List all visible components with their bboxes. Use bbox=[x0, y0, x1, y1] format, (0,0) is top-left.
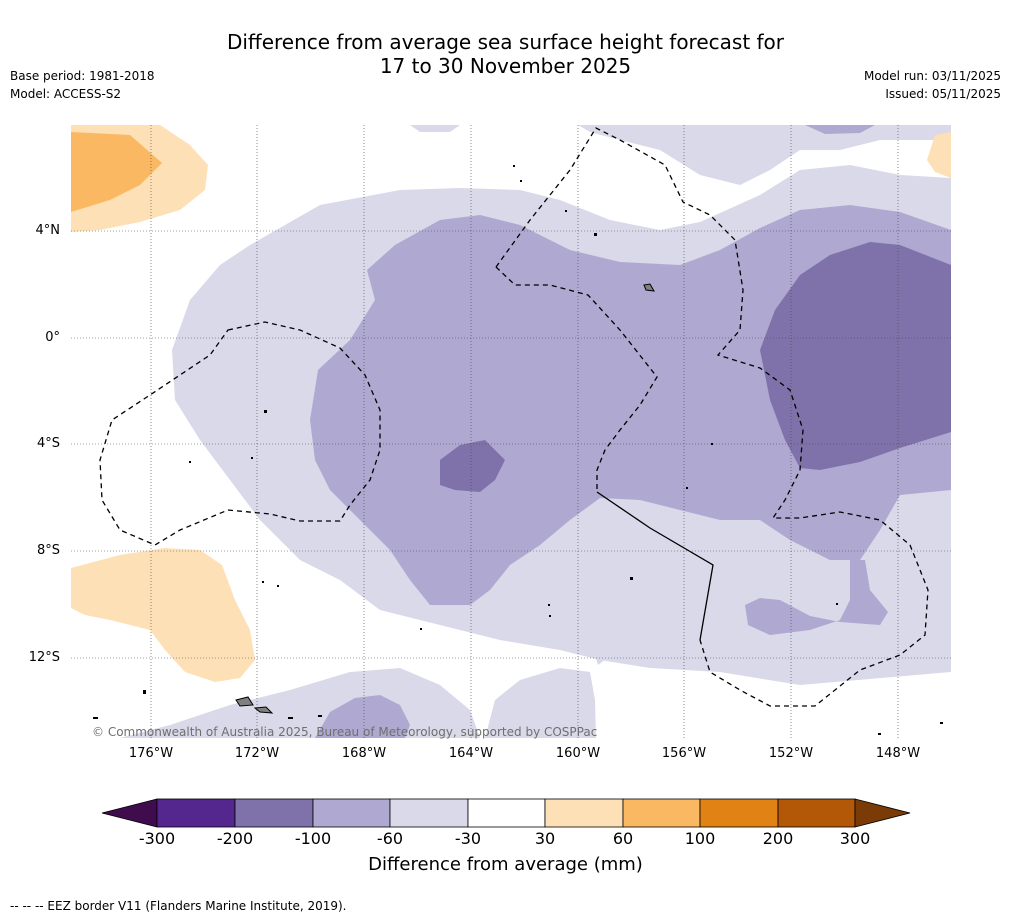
islet bbox=[420, 628, 422, 630]
issued-text: Issued: 05/11/2025 bbox=[885, 87, 1001, 101]
anomaly-region-light-lavender-top2 bbox=[578, 125, 951, 185]
meta-left: Base period: 1981-2018 Model: ACCESS-S2 bbox=[10, 67, 155, 103]
lon-label: 164°W bbox=[448, 746, 494, 761]
colorbar-segment bbox=[234, 798, 314, 828]
colorbar-tick: 200 bbox=[762, 829, 794, 848]
islet bbox=[277, 585, 279, 587]
lon-label: 176°W bbox=[128, 746, 174, 761]
islet bbox=[836, 603, 838, 605]
colorbar-tick: -300 bbox=[138, 829, 176, 848]
anomaly-region-mid-lavender-top bbox=[805, 125, 875, 134]
colorbar-segment bbox=[544, 798, 624, 828]
colorbar-tick: 30 bbox=[534, 829, 556, 848]
lat-label: 12°S bbox=[28, 650, 60, 665]
colorbar-segment bbox=[777, 798, 856, 828]
islet bbox=[189, 461, 191, 463]
anomaly-region-light-orange-northeast bbox=[927, 132, 951, 178]
eez-border-solid-segment bbox=[596, 491, 714, 641]
colorbar-extend-high bbox=[854, 798, 911, 828]
base-period-text: Base period: 1981-2018 bbox=[10, 69, 155, 83]
colorbar-tick: 300 bbox=[839, 829, 871, 848]
lon-label: 156°W bbox=[661, 746, 707, 761]
islet bbox=[143, 690, 146, 694]
colorbar-tick: -60 bbox=[376, 829, 404, 848]
model-text: Model: ACCESS-S2 bbox=[10, 87, 122, 101]
islet bbox=[548, 604, 550, 606]
anomaly-region-light-orange-southwest bbox=[71, 548, 255, 682]
colorbar-tick: -100 bbox=[294, 829, 332, 848]
lat-label: 4°N bbox=[35, 223, 61, 238]
islet bbox=[264, 410, 267, 413]
islet bbox=[711, 443, 713, 445]
islet bbox=[940, 722, 943, 724]
islets bbox=[93, 165, 943, 735]
colorbar-title: Difference from average (mm) bbox=[368, 854, 643, 875]
anomaly-region-mid-lavender-east bbox=[745, 560, 888, 635]
island-kiritimati bbox=[643, 283, 655, 292]
anomaly-region-light-lavender-bottom3 bbox=[590, 638, 620, 665]
colorbar-segment bbox=[312, 798, 391, 828]
colorbar-tick: -200 bbox=[216, 829, 254, 848]
islet bbox=[565, 210, 567, 212]
colorbar-segment bbox=[699, 798, 779, 828]
map-title-line2: 17 to 30 November 2025 bbox=[379, 54, 632, 78]
colorbar-segment bbox=[156, 798, 236, 828]
map-title-line1: Difference from average sea surface heig… bbox=[226, 30, 785, 54]
islet bbox=[878, 733, 881, 735]
anomaly-region-orange-northwest bbox=[71, 132, 162, 212]
eez-border-kiribati-phoenix bbox=[99, 321, 381, 546]
anomaly-region-dark-lavender-east bbox=[760, 242, 951, 470]
lon-label: 160°W bbox=[555, 746, 601, 761]
lon-label: 152°W bbox=[768, 746, 814, 761]
anomaly-region-light-lavender-top bbox=[410, 125, 460, 132]
island-samoa-upolu bbox=[253, 706, 274, 714]
islet bbox=[251, 457, 253, 459]
footnote-text: -- -- -- EEZ border V11 (Flanders Marine… bbox=[10, 899, 347, 913]
anomaly-region-light-lavender-bottom2 bbox=[485, 668, 596, 738]
islet bbox=[549, 615, 551, 617]
eez-border-central bbox=[495, 266, 658, 492]
eez-border-line-islands bbox=[495, 127, 929, 707]
islet bbox=[686, 487, 688, 489]
islet bbox=[594, 233, 597, 236]
colorbar-tick: -30 bbox=[454, 829, 482, 848]
anomaly-region-dark-lavender-central bbox=[440, 440, 505, 492]
anomaly-region-mid-lavender-bottom bbox=[315, 695, 410, 738]
colorbar-extend-low bbox=[101, 798, 158, 828]
lon-label: 148°W bbox=[875, 746, 921, 761]
copyright-text: © Commonwealth of Australia 2025, Bureau… bbox=[92, 725, 598, 739]
colorbar-segment bbox=[622, 798, 701, 828]
islet bbox=[262, 581, 264, 583]
lon-label: 172°W bbox=[234, 746, 280, 761]
colorbar-tick: 60 bbox=[612, 829, 634, 848]
lon-label: 168°W bbox=[341, 746, 387, 761]
islet bbox=[318, 715, 322, 717]
map-title: Difference from average sea surface heig… bbox=[0, 30, 1011, 78]
map-area bbox=[71, 125, 951, 738]
colorbar-tick: 100 bbox=[684, 829, 716, 848]
lat-label: 8°S bbox=[36, 543, 60, 558]
islands bbox=[235, 283, 655, 714]
model-run-text: Model run: 03/11/2025 bbox=[863, 69, 1001, 83]
colorbar-segment bbox=[389, 798, 469, 828]
islet bbox=[93, 717, 98, 719]
islet bbox=[520, 180, 522, 182]
meta-right: Model run: 03/11/2025 Issued: 05/11/2025 bbox=[864, 67, 1001, 103]
islet bbox=[513, 165, 515, 167]
lat-label: 4°S bbox=[36, 436, 60, 451]
islet bbox=[630, 577, 633, 580]
island-samoa-savaii bbox=[235, 696, 254, 707]
islet bbox=[288, 717, 293, 719]
colorbar bbox=[101, 798, 911, 828]
colorbar-segment bbox=[467, 798, 546, 828]
eez-borders bbox=[99, 127, 929, 707]
graticule bbox=[71, 125, 951, 738]
lat-label: 0° bbox=[45, 330, 60, 345]
